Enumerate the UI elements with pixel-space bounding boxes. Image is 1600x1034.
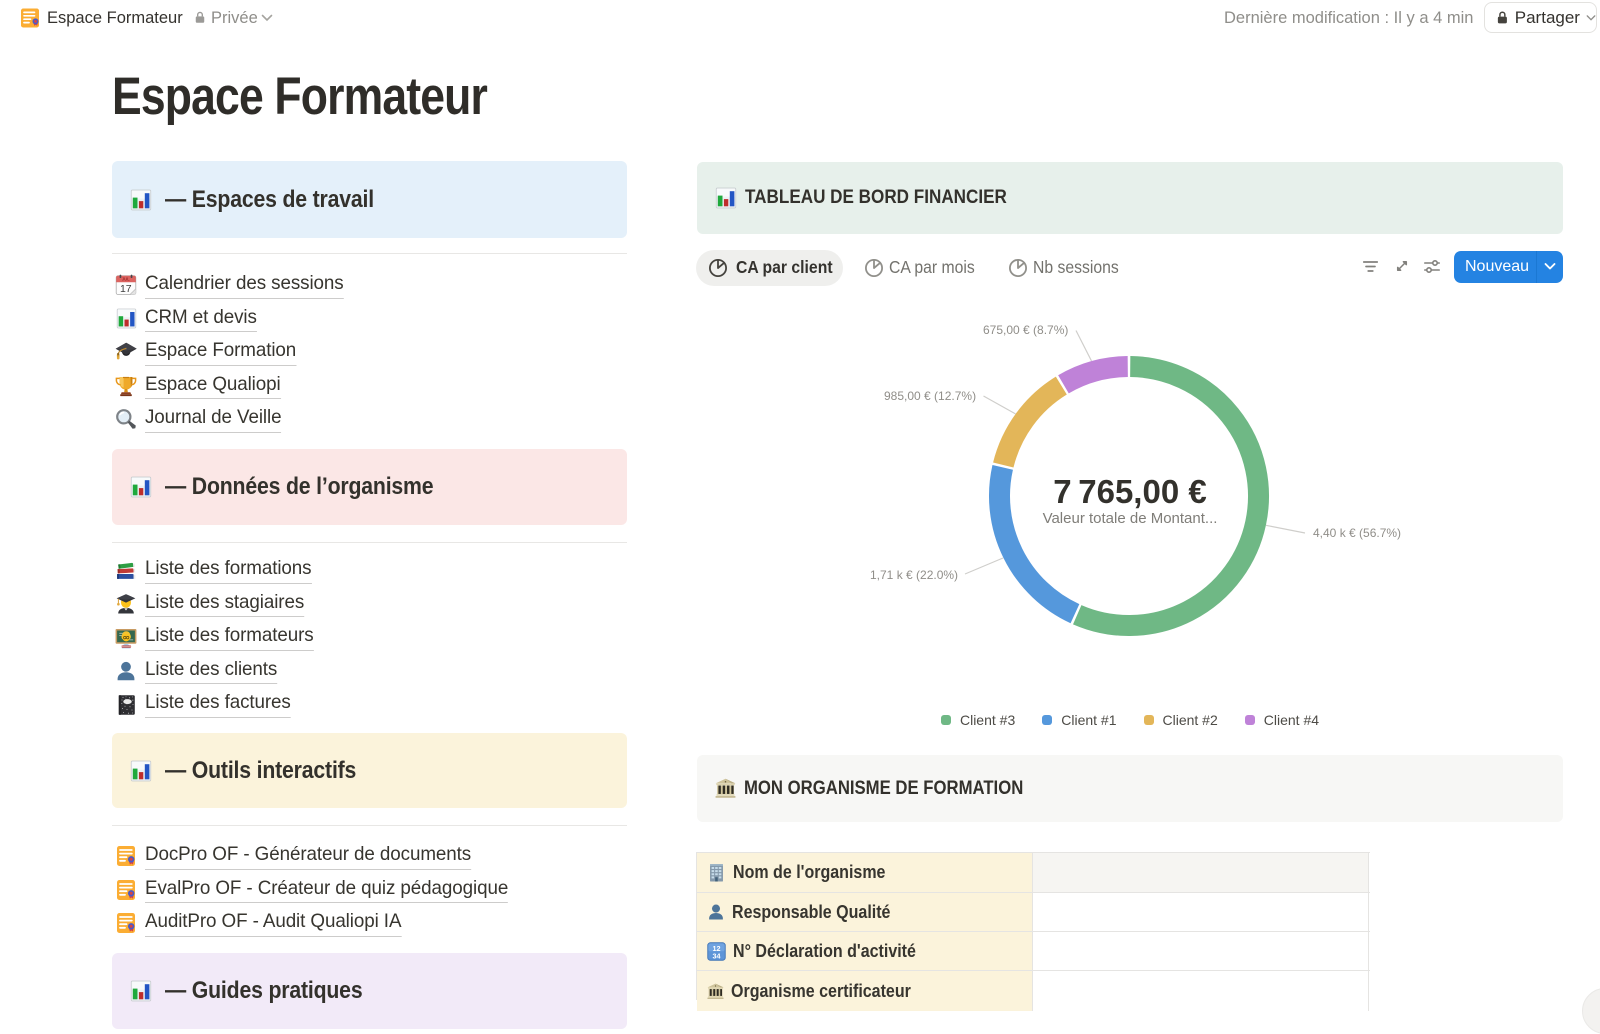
svg-text:34: 34 <box>712 951 720 960</box>
